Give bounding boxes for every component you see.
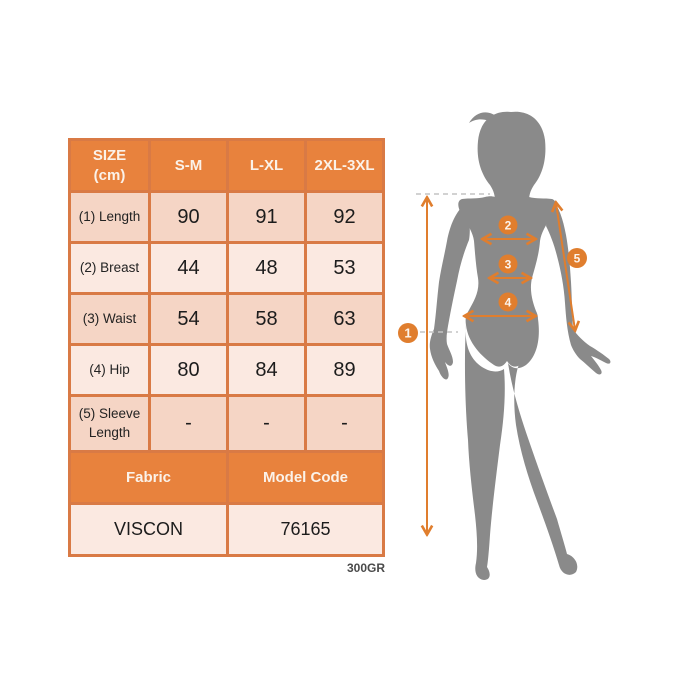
body-measurement-figure: 1 2 3 4 5 <box>398 111 611 580</box>
sleeve-sm: - <box>151 397 226 450</box>
size-col-header-lxl: L-XL <box>229 141 304 190</box>
waist-2xl3xl: 63 <box>307 295 382 343</box>
size-unit-header: SIZE (cm) <box>71 141 148 190</box>
length-lxl: 91 <box>229 193 304 241</box>
hip-sm: 80 <box>151 346 226 394</box>
model-code-value: 76165 <box>229 505 382 554</box>
svg-text:2: 2 <box>505 219 512 233</box>
silhouette-left-arm <box>429 203 470 380</box>
size-col-header-sm: S-M <box>151 141 226 190</box>
waist-sm: 54 <box>151 295 226 343</box>
row-label-sleeve-length: (5) Sleeve Length <box>71 397 148 450</box>
fabric-header: Fabric <box>71 453 226 502</box>
hip-2xl3xl: 89 <box>307 346 382 394</box>
length-sm: 90 <box>151 193 226 241</box>
silhouette-head <box>477 111 546 201</box>
length-2xl3xl: 92 <box>307 193 382 241</box>
row-label-hip: (4) Hip <box>71 346 148 394</box>
marker-2-breast: 2 <box>498 215 518 235</box>
breast-lxl: 48 <box>229 244 304 292</box>
row-label-length: (1) Length <box>71 193 148 241</box>
hip-lxl: 84 <box>229 346 304 394</box>
model-code-header: Model Code <box>229 453 382 502</box>
row-label-breast: (2) Breast <box>71 244 148 292</box>
breast-2xl3xl: 53 <box>307 244 382 292</box>
size-col-header-2xl3xl: 2XL-3XL <box>307 141 382 190</box>
waist-lxl: 58 <box>229 295 304 343</box>
marker-1-length: 1 <box>398 323 418 343</box>
silhouette-left-leg <box>464 323 505 580</box>
svg-text:4: 4 <box>505 296 512 310</box>
marker-5-sleeve: 5 <box>567 248 587 268</box>
svg-text:3: 3 <box>505 258 512 272</box>
weight-note: 300GR <box>346 561 385 575</box>
sleeve-lxl: - <box>229 397 304 450</box>
size-chart-table: SIZE (cm) S-M L-XL 2XL-3XL (1) Length 90… <box>68 138 385 557</box>
woman-silhouette <box>429 111 611 580</box>
marker-4-hip: 4 <box>498 292 518 312</box>
fabric-value: VISCON <box>71 505 226 554</box>
silhouette-right-arm <box>546 199 611 375</box>
row-label-waist: (3) Waist <box>71 295 148 343</box>
svg-text:1: 1 <box>404 326 411 341</box>
silhouette-right-leg <box>508 319 578 575</box>
silhouette-hair-tuft <box>469 112 498 125</box>
breast-sm: 44 <box>151 244 226 292</box>
sleeve-arrow <box>556 203 575 330</box>
marker-3-waist: 3 <box>498 254 518 274</box>
sleeve-2xl3xl: - <box>307 397 382 450</box>
svg-text:5: 5 <box>574 252 581 266</box>
